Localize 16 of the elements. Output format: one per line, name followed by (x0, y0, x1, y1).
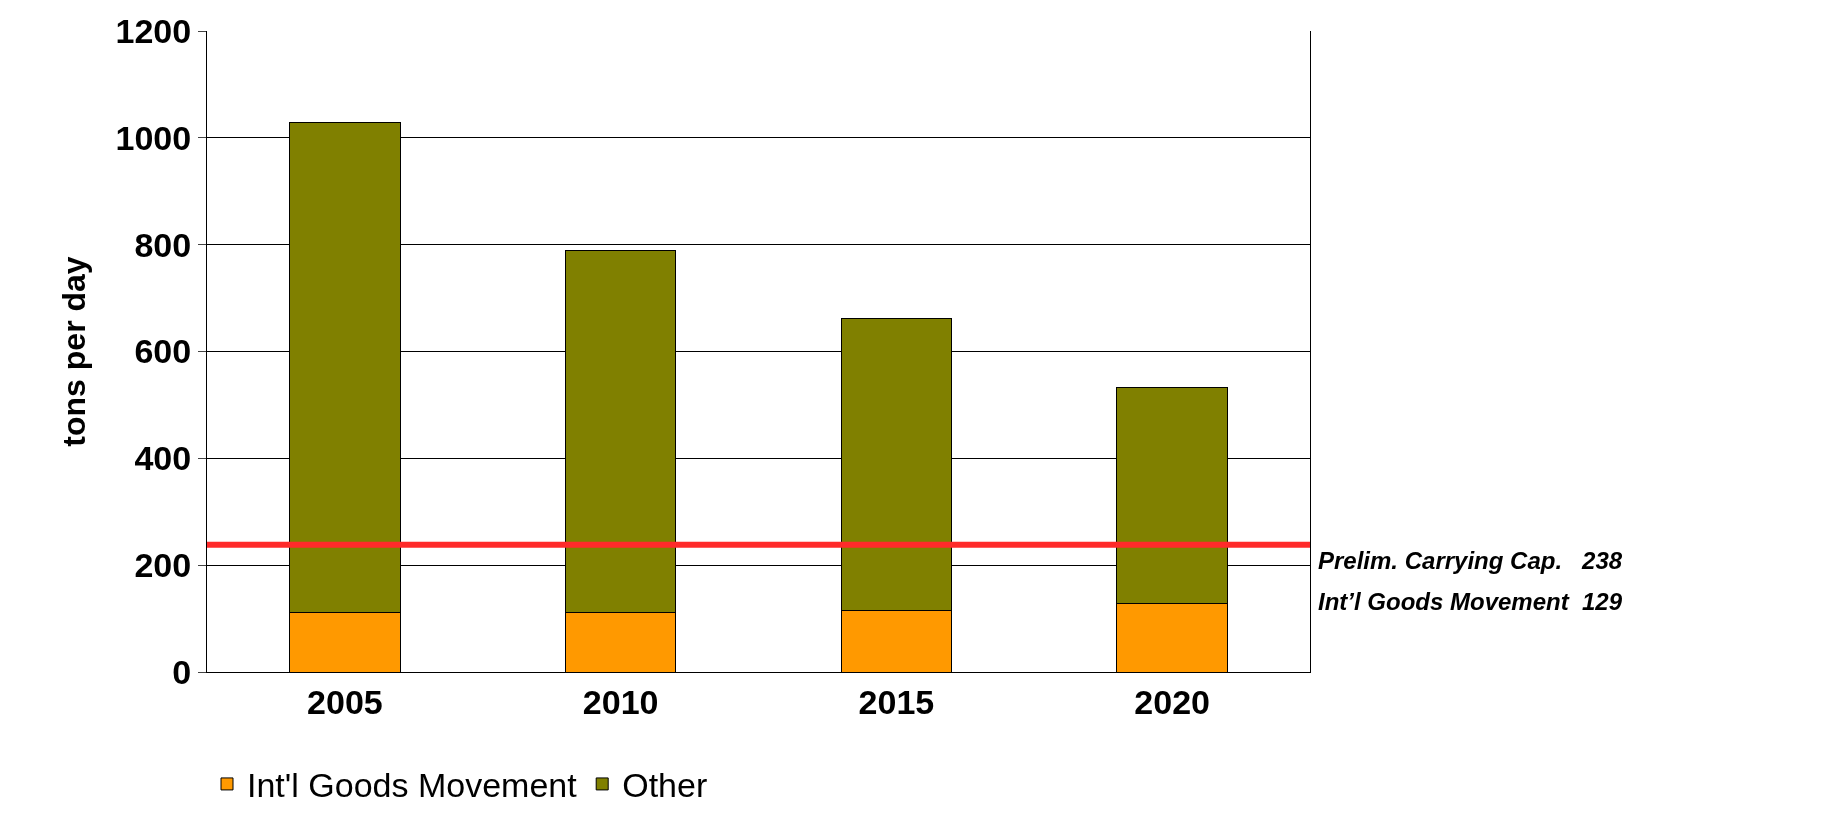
y-tick-label: 800 (134, 225, 192, 264)
x-tick-label: 2015 (858, 682, 935, 721)
y-tick-label: 200 (134, 546, 192, 585)
ref-line-label: Prelim. Carrying Cap. 238 (1318, 547, 1623, 574)
y-tick-label: 0 (172, 652, 192, 691)
text: Int’l Goods Movement 129 (1318, 588, 1623, 615)
x-tick-label: 2005 (307, 682, 383, 721)
y-axis-title: tons per day (55, 256, 92, 447)
x-tick-label: 2020 (1134, 682, 1210, 721)
legend-label: Other (622, 766, 708, 805)
y-tick-label: 600 (134, 332, 192, 371)
y-tick-label: 400 (134, 439, 192, 478)
y-tick-label: 1000 (115, 118, 192, 157)
y-tick-label: 1200 (115, 11, 192, 50)
legend-label: Int'l Goods Movement (247, 766, 578, 805)
x-tick-label: 2010 (582, 682, 659, 721)
